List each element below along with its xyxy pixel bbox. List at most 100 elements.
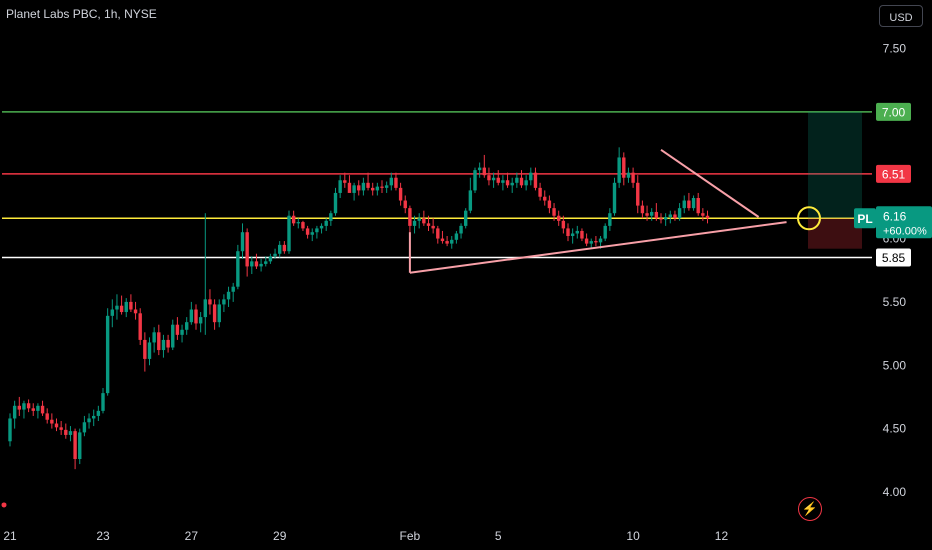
candle <box>22 400 26 419</box>
x-tick-label: 23 <box>96 529 110 543</box>
candle <box>403 195 407 214</box>
triangle-upper-line[interactable] <box>660 149 760 218</box>
candle <box>291 210 296 226</box>
candle-body <box>547 200 552 209</box>
candle-body <box>380 186 384 188</box>
candle-body <box>36 405 40 411</box>
target-zone <box>808 111 862 219</box>
x-tick-label: 21 <box>3 529 17 543</box>
candle-body <box>124 301 128 313</box>
candle <box>185 317 189 335</box>
candle <box>352 182 356 201</box>
candle <box>510 177 514 193</box>
candle <box>208 289 212 315</box>
candle-body <box>50 419 54 424</box>
candle-body <box>482 167 486 176</box>
candle <box>617 147 621 188</box>
candle <box>668 210 672 224</box>
candle <box>171 319 175 351</box>
candle-body <box>426 223 431 226</box>
candle-body <box>8 418 12 442</box>
candle <box>696 192 700 216</box>
last-price-change: +60.00% <box>883 225 927 237</box>
candle-body <box>626 172 631 178</box>
candle-body <box>473 170 477 191</box>
candle <box>464 208 468 229</box>
candle-body <box>92 415 96 419</box>
candle <box>566 223 570 242</box>
candle <box>152 327 156 353</box>
candle <box>445 236 449 247</box>
candle-body <box>222 299 226 305</box>
candle-body <box>384 185 389 188</box>
candle <box>705 210 710 224</box>
candle-body <box>236 251 240 287</box>
candle <box>231 282 235 302</box>
candle-body <box>147 342 152 359</box>
candle <box>129 294 133 313</box>
candle <box>436 225 440 244</box>
candle <box>417 213 421 229</box>
candle-body <box>203 299 207 318</box>
candle <box>561 215 566 234</box>
price-tag-5.85 <box>876 248 911 267</box>
candle-body <box>659 218 663 220</box>
candle <box>301 220 305 231</box>
triangle-lower-line[interactable] <box>409 221 787 274</box>
candle-body <box>22 403 26 410</box>
candle <box>505 172 510 188</box>
candle-body <box>82 422 87 433</box>
currency-button[interactable]: USD <box>879 5 923 27</box>
candle-body <box>398 187 403 201</box>
candle-body <box>631 172 635 183</box>
candle <box>677 203 682 221</box>
candle <box>645 205 649 221</box>
stop-zone <box>808 218 862 249</box>
symbol-badge[interactable] <box>854 208 876 229</box>
candle <box>640 200 645 219</box>
candle-body <box>133 309 138 314</box>
candle-body <box>273 253 277 257</box>
candle <box>217 299 221 328</box>
candle <box>515 172 519 188</box>
candle-body <box>696 198 700 214</box>
candle <box>166 334 170 353</box>
candle-body <box>529 172 533 181</box>
candle-body <box>45 413 49 420</box>
candle-body <box>296 222 300 224</box>
candle <box>603 223 607 242</box>
candle <box>589 238 593 249</box>
lightning-bolt-icon[interactable]: ⚡ <box>798 497 822 521</box>
candle-body <box>450 239 454 244</box>
candle <box>315 225 319 239</box>
candle-body <box>584 238 589 244</box>
candle <box>501 175 505 191</box>
candle <box>333 187 338 216</box>
candle-body <box>594 241 598 243</box>
candle-body <box>231 286 235 292</box>
candle-body <box>650 211 654 216</box>
candle <box>477 162 482 178</box>
candle-body <box>440 238 445 242</box>
candle <box>361 177 366 196</box>
candle <box>310 228 314 242</box>
y-tick-label: 5.00 <box>883 358 907 372</box>
candle <box>40 400 45 416</box>
price-tag-7.00 <box>876 102 911 121</box>
candle-body <box>268 256 273 262</box>
candle <box>287 210 291 254</box>
candle <box>212 299 217 330</box>
candle <box>82 415 87 437</box>
candle <box>245 228 249 277</box>
candle-body <box>431 225 435 229</box>
candle-body <box>673 214 677 219</box>
candle <box>222 294 226 313</box>
x-tick-label: Feb <box>400 529 421 543</box>
candle-body <box>212 304 217 323</box>
candle-body <box>366 182 370 188</box>
candle <box>529 167 533 186</box>
candle-body <box>87 418 91 423</box>
highlight-circle[interactable] <box>797 206 821 231</box>
candle <box>626 167 631 183</box>
